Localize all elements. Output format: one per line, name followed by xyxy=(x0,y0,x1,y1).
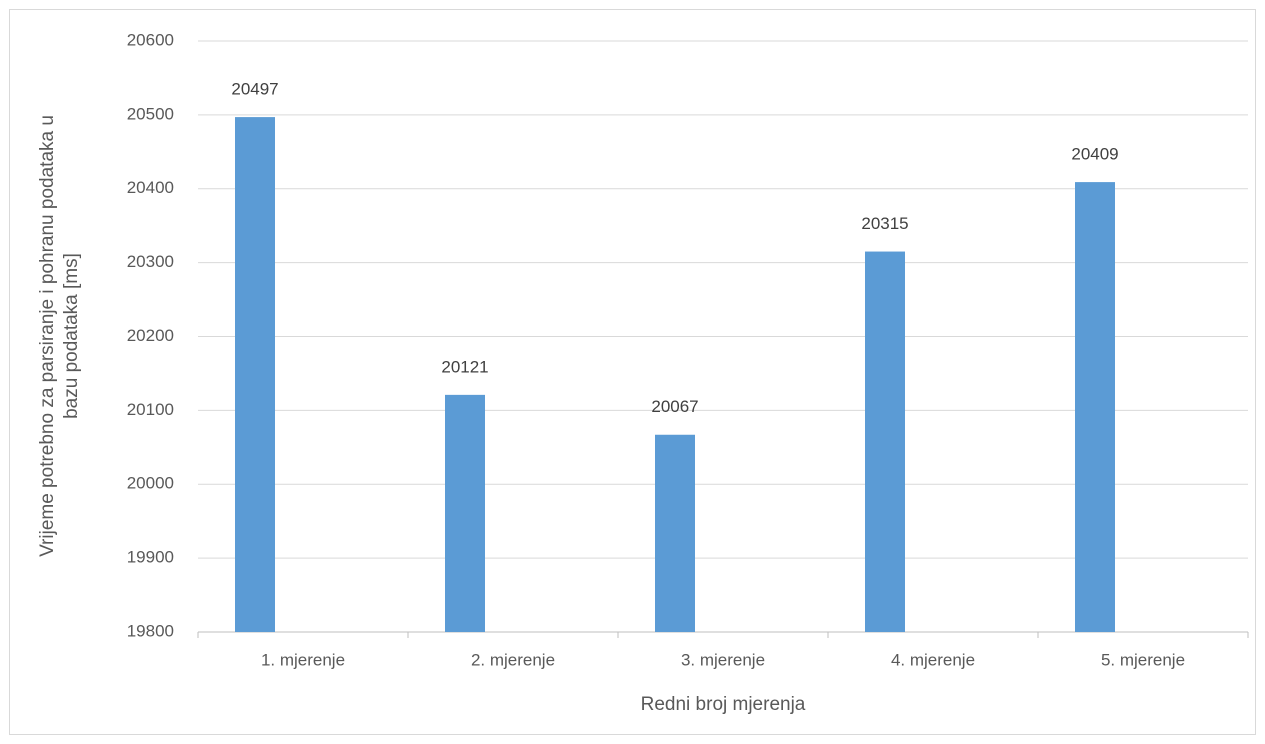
x-tick-label: 5. mjerenje xyxy=(1101,650,1185,669)
y-tick-label: 20100 xyxy=(127,400,174,419)
y-tick-label: 20300 xyxy=(127,252,174,271)
x-tick-label: 4. mjerenje xyxy=(891,650,975,669)
y-axis-title: bazu podataka [ms] xyxy=(61,253,82,419)
data-label: 20497 xyxy=(231,80,278,99)
data-label: 20067 xyxy=(651,397,698,416)
x-tick-label: 3. mjerenje xyxy=(681,650,765,669)
x-tick-label: 1. mjerenje xyxy=(261,650,345,669)
y-tick-label: 20500 xyxy=(127,104,174,123)
x-tick-label: 2. mjerenje xyxy=(471,650,555,669)
x-axis-title: Redni broj mjerenja xyxy=(641,694,806,715)
y-tick-label: 19900 xyxy=(127,548,174,567)
bar xyxy=(1075,182,1115,632)
data-label: 20121 xyxy=(441,357,488,376)
y-tick-label: 20000 xyxy=(127,474,174,493)
y-tick-label: 20400 xyxy=(127,178,174,197)
y-tick-label: 20200 xyxy=(127,326,174,345)
data-label: 20315 xyxy=(861,214,908,233)
y-tick-label: 20600 xyxy=(127,30,174,49)
bar xyxy=(445,394,485,632)
chart-border xyxy=(9,9,1256,735)
y-axis-title: Vrijeme potrebno za parsiranje i pohranu… xyxy=(37,115,58,557)
y-tick-label: 19800 xyxy=(127,621,174,640)
bar xyxy=(235,117,275,632)
bar xyxy=(865,251,905,632)
bar xyxy=(655,434,695,632)
data-label: 20409 xyxy=(1071,145,1118,164)
